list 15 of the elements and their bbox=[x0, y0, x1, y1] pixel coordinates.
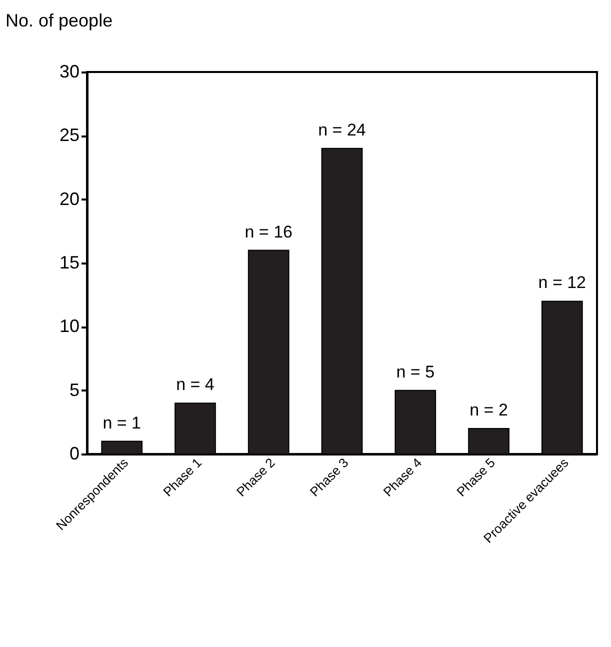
data-label: n = 1 bbox=[102, 413, 142, 432]
data-label: n = 24 bbox=[318, 120, 366, 140]
y-tick-label: 0 bbox=[69, 444, 80, 464]
data-label: n = 4 bbox=[176, 375, 214, 394]
y-tick-label: 10 bbox=[59, 316, 80, 336]
data-label: n = 2 bbox=[470, 400, 508, 420]
y-tick-label: 5 bbox=[69, 380, 80, 400]
y-tick-label: 15 bbox=[59, 252, 80, 272]
y-tick-label: 30 bbox=[59, 62, 80, 82]
data-label: n = 12 bbox=[538, 273, 586, 292]
y-tick-label: 20 bbox=[59, 188, 80, 209]
y-tick-label: 25 bbox=[59, 125, 80, 146]
data-label: n = 16 bbox=[244, 222, 292, 242]
data-label: n = 5 bbox=[396, 362, 435, 382]
y-axis-title: No. of people bbox=[6, 10, 113, 30]
